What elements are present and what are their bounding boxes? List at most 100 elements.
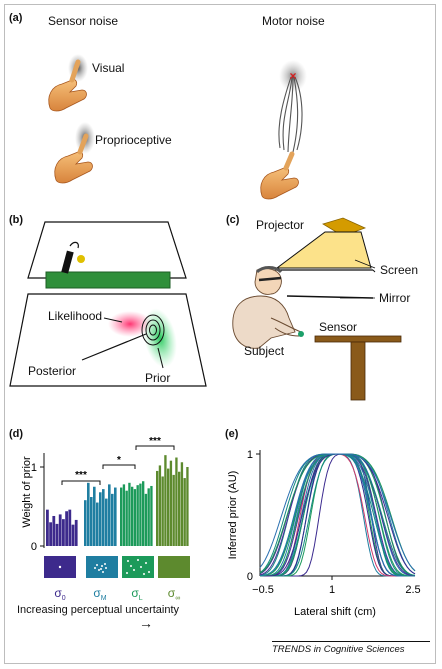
prior-curve-14 [260, 453, 416, 577]
prior-curve-1 [260, 453, 415, 577]
prior-curve-10 [260, 453, 416, 577]
bar-series-2-5 [133, 489, 137, 546]
bar-series-3-5 [169, 460, 173, 546]
motor-noise-title: Motor noise [262, 14, 325, 28]
bar-series-1-1 [87, 482, 90, 546]
motor-noise-illustration: × [260, 60, 307, 200]
sig-bracket-2 [102, 464, 136, 469]
bar-series-2-0 [120, 487, 123, 546]
bar-series-1-8 [108, 484, 111, 546]
bar-series-2-4 [131, 486, 134, 546]
weight-of-prior-bar-chart: Weight of prior 1 0 *** * *** σ0 σM σL σ… [21, 436, 190, 602]
bar-series-2-10 [147, 488, 150, 546]
swatch-sigma-0 [44, 556, 76, 578]
bar-series-1-6 [102, 489, 105, 546]
cond-label-inf: σ∞ [168, 586, 180, 602]
bar-series-3-4 [167, 468, 170, 546]
prior-curve-19 [259, 453, 416, 577]
prior-curves [259, 453, 416, 577]
bar-series-2-8 [142, 481, 145, 546]
sig-mark-1: *** [75, 470, 87, 481]
y-tick-label-0: 0 [247, 571, 253, 583]
bar-series-0-1 [49, 522, 52, 546]
bar-series-1-7 [105, 498, 108, 546]
sig-mark-3: *** [149, 436, 161, 447]
sig-bracket-1 [61, 480, 101, 485]
uncertainty-caption: Increasing perceptual uncertainty [17, 604, 180, 616]
cond-label-l: σL [131, 586, 142, 602]
bar-series-2-2 [125, 490, 128, 546]
bar-series-3-7 [175, 457, 178, 546]
y-axis-label: Inferred prior (AU) [227, 471, 239, 560]
bar-series-3-6 [172, 474, 175, 546]
bar-series-3-10 [183, 478, 186, 546]
panel-b-label: (b) [9, 214, 24, 226]
prior-curve-3 [260, 453, 415, 577]
prior-curve-5 [260, 453, 415, 577]
bar-series-1-5 [99, 492, 102, 546]
bar-series-0-9 [74, 519, 78, 546]
prior-curve-20 [259, 453, 416, 577]
bar-series-3-2 [161, 476, 164, 546]
subject-figure-icon [232, 266, 304, 349]
inferred-prior-line-chart: Inferred prior (AU) 1 0 −0.5 1 2.5 Later… [227, 449, 421, 618]
bar-series-1-10 [114, 487, 117, 546]
x-tick-label-min: −0.5 [252, 584, 274, 596]
prior-curve-17 [259, 453, 416, 577]
bar-series-3-8 [178, 471, 181, 546]
uncertainty-arrow-icon: → [139, 615, 153, 631]
prior-label: Prior [145, 371, 171, 385]
bar-series-0-5 [62, 519, 65, 546]
y-axis-label: Weight of prior [21, 456, 33, 528]
credit-rule [272, 641, 430, 642]
screen-label: Screen [380, 263, 419, 277]
figure-frame [4, 4, 436, 664]
journal-credit: TRENDS in Cognitive Sciences [272, 644, 405, 655]
prior-curve-11 [259, 453, 416, 577]
x-tick-label-max: 2.5 [405, 584, 420, 596]
svg-text:×: × [289, 69, 296, 83]
bar-series-3-11 [186, 467, 189, 546]
panel-c-label: (c) [226, 214, 240, 226]
panel-a-illustration: × [48, 54, 307, 200]
panel-b-illustration [9, 221, 207, 387]
panel-a-label: (a) [9, 12, 23, 24]
y-tick-label-1: 1 [31, 462, 37, 474]
bar-series-2-9 [144, 493, 148, 546]
prior-curve-8 [260, 453, 415, 577]
bar-series-0-7 [68, 509, 72, 546]
bar-series-1-4 [96, 502, 99, 546]
bar-series-2-6 [136, 485, 139, 546]
pen-cursor-icon [61, 241, 85, 274]
bar-groups [46, 455, 189, 546]
prior-curve-7 [260, 453, 415, 577]
bar-series-2-7 [139, 483, 142, 546]
panel-e-label: (e) [225, 428, 239, 440]
bar-series-0-2 [52, 515, 56, 546]
cond-label-0: σ0 [54, 586, 65, 602]
mirror-label: Mirror [379, 291, 411, 305]
prior-curve-2 [260, 453, 415, 577]
bar-series-0-0 [46, 509, 49, 546]
bar-series-3-0 [156, 470, 159, 546]
posterior-label: Posterior [28, 364, 77, 378]
prior-curve-13 [259, 453, 416, 577]
prior-curve-15 [259, 453, 416, 577]
prior-curve-0 [260, 453, 415, 577]
prior-curve-9 [259, 453, 415, 577]
bar-series-2-1 [122, 484, 126, 546]
swatch-sigma-m [86, 556, 118, 578]
bar-series-3-9 [180, 462, 184, 546]
bar-series-3-3 [164, 455, 167, 546]
swatch-sigma-inf [158, 556, 190, 578]
subject-label: Subject [244, 344, 285, 358]
bar-series-0-4 [58, 514, 62, 546]
bar-series-1-0 [84, 500, 87, 546]
sensor-noise-title: Sensor noise [48, 14, 119, 28]
bar-series-0-3 [55, 523, 59, 546]
prior-curve-4 [260, 453, 415, 577]
bar-series-0-8 [71, 524, 75, 546]
sig-bracket-3 [135, 445, 175, 450]
prior-curve-16 [259, 453, 416, 577]
x-tick-label-mid: 1 [329, 584, 335, 596]
